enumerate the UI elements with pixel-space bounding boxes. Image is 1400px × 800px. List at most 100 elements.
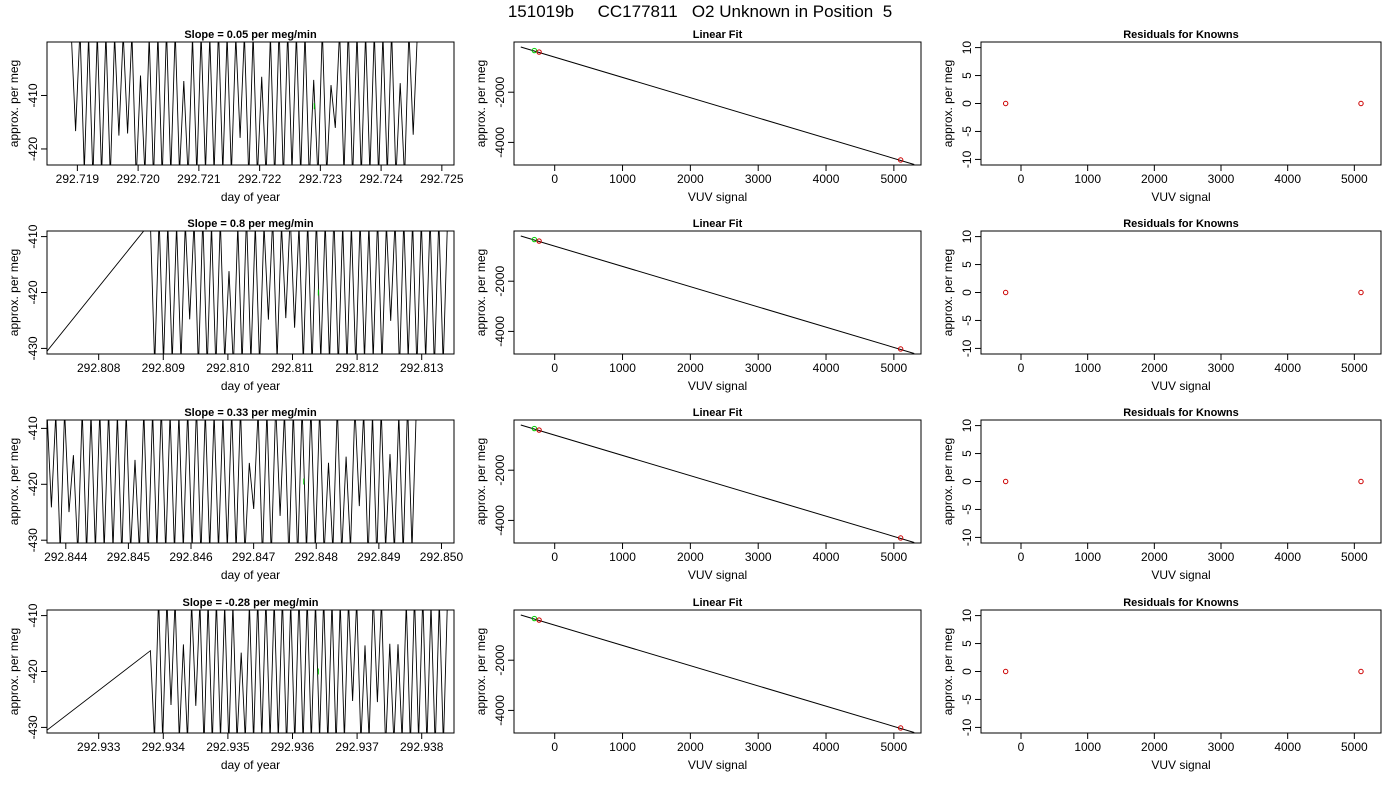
x-axis-label: VUV signal [1151,568,1210,582]
y-tick-label: -410 [26,83,40,107]
x-axis-label: VUV signal [1151,190,1210,204]
y-tick-label: -5 [960,504,974,515]
x-tick-label: 5000 [1341,361,1368,375]
y-tick-label: 10 [960,419,974,433]
y-axis-label: approx. per meg [7,628,21,715]
chart-panel-1-1: Slope = 0.05 per meg/min 292.719 292.720 29… [7,29,464,204]
x-tick-label: 292.721 [177,172,221,186]
unknown-point [531,425,538,432]
x-tick-label: 292.936 [271,740,315,754]
plot-frame [46,230,455,355]
plot-frame [513,419,922,544]
x-tick-label: 292.812 [335,361,379,375]
x-tick-label: 292.850 [420,550,464,564]
x-tick-label: 0 [1018,361,1025,375]
x-tick-label: 0 [1018,550,1025,564]
plot-frame [46,609,455,734]
residual-point [1002,289,1009,296]
y-tick-label: 5 [960,72,974,79]
y-axis-label: approx. per meg [941,60,955,147]
y-axis-label: approx. per meg [474,438,488,525]
y-tick-label: -10 [960,528,974,546]
x-tick-label: 292.723 [299,172,343,186]
y-tick-label: -410 [26,224,40,248]
x-tick-label: 292.720 [116,172,160,186]
y-tick-label: 5 [960,261,974,268]
x-axis-label: VUV signal [688,379,747,393]
plot-frame [980,419,1382,544]
y-tick-label: -420 [26,659,40,683]
x-tick-label: 4000 [1274,550,1301,564]
chart-title: Slope = 0.33 per meg/min [184,407,317,419]
known-point [536,617,542,623]
chart-panel-4-2: Linear Fit 0 1000 2000 3000 4000 5000 -2000 -400… [474,597,922,772]
fit-line [520,424,915,543]
x-tick-label: 292.719 [56,172,100,186]
chart-panel-3-3: Residuals for Knowns 0 1000 2000 3000 4000 500… [941,407,1382,582]
chart-title: Residuals for Knowns [1123,597,1239,609]
residual-point [1358,100,1364,107]
x-tick-label: 3000 [745,550,772,564]
x-tick-label: 5000 [881,740,908,754]
x-tick-label: 0 [551,172,558,186]
x-tick-label: 1000 [1074,172,1101,186]
signal-trace [71,42,418,165]
y-tick-label: -5 [960,694,974,705]
chart-panel-2-1: Slope = 0.8 per meg/min 292.808 292.809 292… [7,218,455,393]
y-tick-label: -4000 [493,695,507,726]
chart-panel-4-1: Slope = -0.28 per meg/min 292.933 292.934 2… [7,597,455,772]
x-tick-label: 292.810 [206,361,250,375]
residual-point [1358,668,1364,675]
y-tick-label: -430 [26,528,40,552]
y-tick-label: -5 [960,126,974,137]
chart-panel-2-2: Linear Fit 0 1000 2000 3000 4000 5000 -2000 -400… [474,218,922,393]
y-tick-label: -10 [960,150,974,168]
y-tick-label: -410 [26,416,40,440]
plot-frame [980,609,1382,734]
x-tick-label: 292.849 [357,550,401,564]
x-tick-label: 1000 [1074,550,1101,564]
x-tick-label: 0 [551,740,558,754]
signal-trace [47,420,417,543]
x-tick-label: 2000 [677,172,704,186]
plot-frame [46,41,455,166]
plot-area [47,231,448,354]
x-axis-label: day of year [221,758,280,772]
y-axis-label: approx. per meg [474,60,488,147]
unknown-point [531,615,538,622]
known-point [536,427,542,433]
y-tick-label: 0 [960,478,974,485]
y-axis-label: approx. per meg [7,60,21,147]
x-tick-label: 1000 [609,550,636,564]
y-tick-label: -10 [960,718,974,736]
plot-area [1002,289,1364,296]
x-tick-label: 292.724 [359,172,403,186]
signal-trace [47,231,448,354]
y-tick-label: -430 [26,336,40,360]
plot-frame [513,609,922,734]
unknown-point [531,236,538,243]
y-axis-label: approx. per meg [7,438,21,525]
y-tick-label: -420 [26,472,40,496]
x-axis-label: VUV signal [1151,758,1210,772]
x-tick-label: 5000 [881,361,908,375]
x-tick-label: 292.937 [335,740,379,754]
x-axis-label: VUV signal [1151,379,1210,393]
x-tick-label: 4000 [813,361,840,375]
y-tick-label: -2000 [493,645,507,676]
x-tick-label: 4000 [1274,361,1301,375]
x-tick-label: 4000 [813,550,840,564]
x-tick-label: 4000 [813,172,840,186]
x-tick-label: 292.722 [238,172,282,186]
y-tick-label: -430 [26,715,40,739]
x-tick-label: 1000 [609,361,636,375]
y-tick-label: 0 [960,100,974,107]
chart-title: Residuals for Knowns [1123,218,1239,230]
x-tick-label: 292.846 [169,550,213,564]
x-tick-label: 292.813 [400,361,444,375]
y-axis-label: approx. per meg [941,249,955,336]
x-tick-label: 292.845 [107,550,151,564]
x-tick-label: 1000 [1074,740,1101,754]
y-tick-label: 0 [960,289,974,296]
